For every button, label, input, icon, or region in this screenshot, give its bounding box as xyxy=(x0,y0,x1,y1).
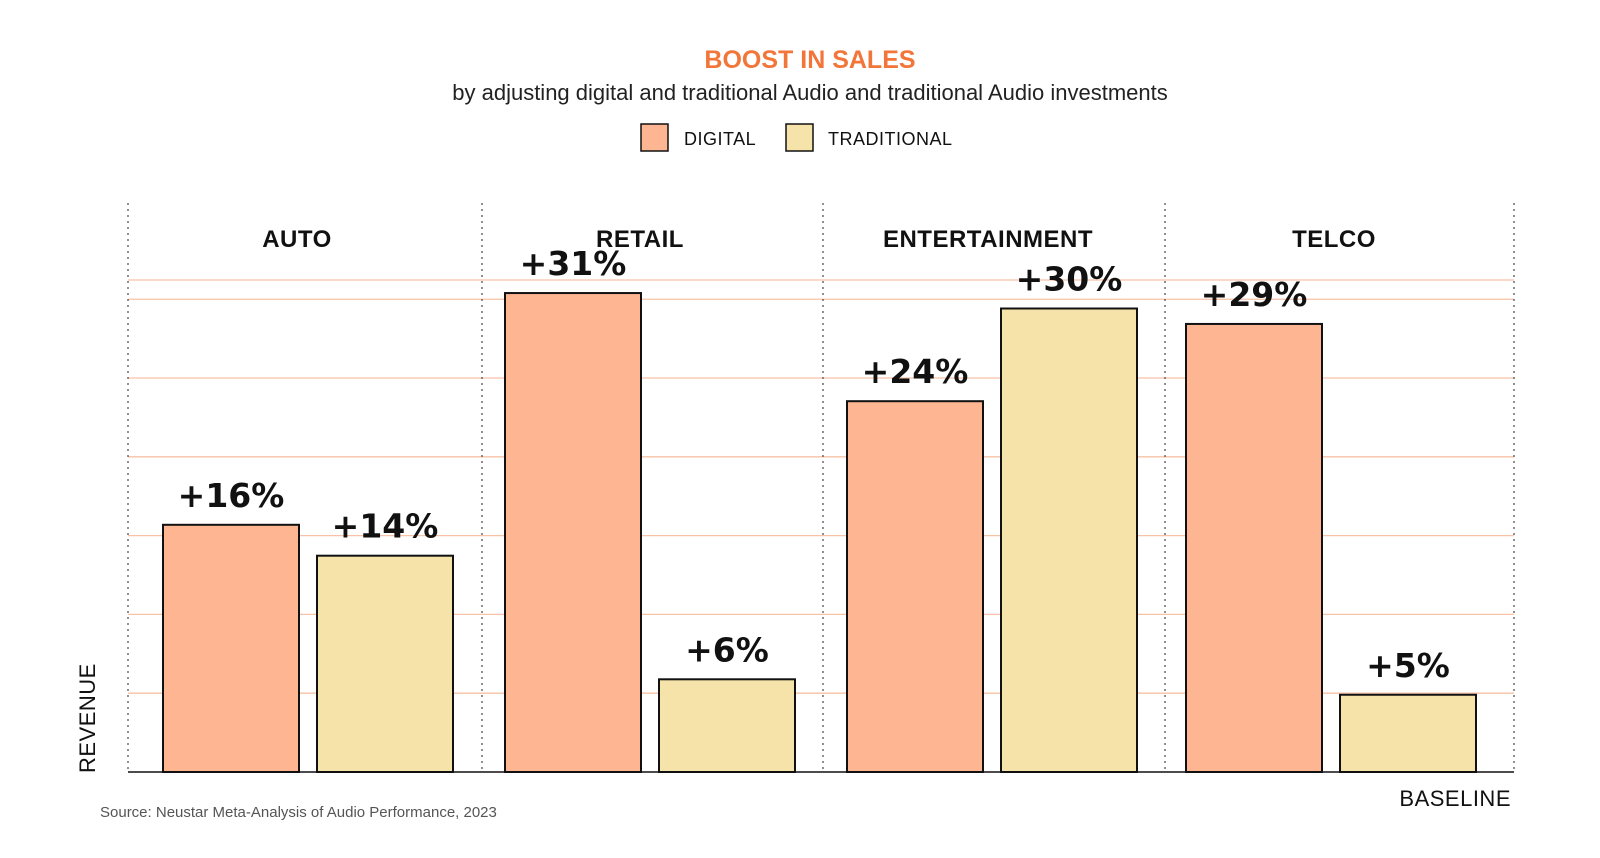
bar-label-traditional-retail: +6% xyxy=(685,630,769,669)
bar-label-digital-retail: +31% xyxy=(520,244,627,283)
bar-label-digital-auto: +16% xyxy=(178,476,285,515)
x-axis-label: BASELINE xyxy=(1399,786,1511,811)
legend-label-traditional: TRADITIONAL xyxy=(828,129,953,149)
bar-traditional-telco xyxy=(1339,693,1477,773)
y-axis-label: REVENUE xyxy=(75,663,100,773)
category-dividers xyxy=(127,203,1515,772)
legend-swatch-traditional xyxy=(785,123,814,152)
category-label-auto: AUTO xyxy=(262,226,332,253)
bar-label-traditional-telco: +5% xyxy=(1366,646,1450,685)
bar-labels: +16% +31% +24% +29% +14% +6% +30% +5% xyxy=(178,244,1450,685)
legend-swatch-digital xyxy=(640,123,669,152)
bars xyxy=(162,292,1477,774)
bar-digital-telco xyxy=(1185,322,1323,773)
category-labels: AUTO RETAIL ENTERTAINMENT TELCO xyxy=(262,226,1376,253)
bar-digital-retail xyxy=(504,292,642,773)
legend-label-digital: DIGITAL xyxy=(684,129,756,149)
bar-digital-entertainment xyxy=(846,400,984,773)
bar-traditional-entertainment xyxy=(1000,307,1138,773)
category-label-retail: RETAIL xyxy=(596,226,684,253)
bar-label-traditional-entertainment: +30% xyxy=(1016,260,1123,299)
bar-traditional-auto xyxy=(316,554,454,774)
chart-subtitle: by adjusting digital and traditional Aud… xyxy=(452,80,1167,105)
bar-label-traditional-auto: +14% xyxy=(332,507,439,546)
source-note: Source: Neustar Meta-Analysis of Audio P… xyxy=(100,804,497,821)
category-label-entertainment: ENTERTAINMENT xyxy=(883,226,1093,253)
legend: DIGITAL TRADITIONAL xyxy=(640,123,953,152)
category-label-telco: TELCO xyxy=(1292,226,1376,253)
bar-digital-auto xyxy=(162,523,300,773)
bar-traditional-retail xyxy=(658,678,796,773)
bar-label-digital-entertainment: +24% xyxy=(862,352,969,391)
chart-title: BOOST IN SALES xyxy=(704,46,915,74)
bar-label-digital-telco: +29% xyxy=(1201,275,1308,314)
